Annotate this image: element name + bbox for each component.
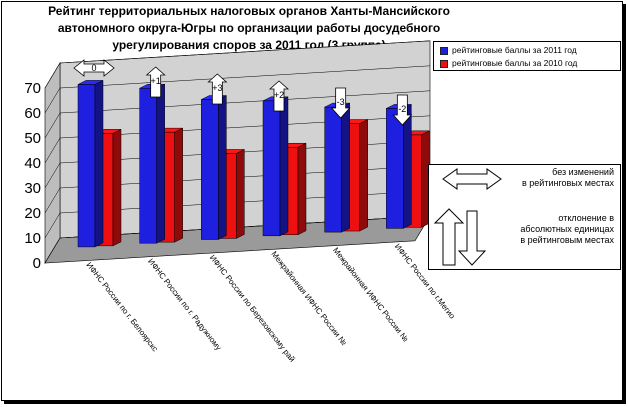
legend-item-2011: рейтинговые баллы за 2011 год [440,44,577,56]
gridline [59,140,431,164]
bar-2011 [324,102,350,233]
chart-border [1,1,623,401]
gridline [59,40,431,64]
title-line-1: Рейтинг территориальных налоговых органо… [48,4,450,18]
gridline-side [44,62,61,89]
legend-label-2010: рейтинговые баллы за 2010 год [452,58,578,68]
bar-2011 [386,104,412,229]
gridline-side [44,137,61,164]
y-tick-label: 20 [24,205,41,222]
legend-swatch-2010 [440,59,448,68]
y-tick-label: 50 [24,130,41,147]
gridline-side [44,87,61,114]
gridline [59,90,431,114]
rank-change-label: -2 [398,104,406,114]
arrow-up-icon [268,80,290,112]
arrow-down-icon [457,210,487,266]
gridline [59,190,431,214]
bar-2011 [262,96,289,237]
arrow-up-icon [145,66,166,98]
explanation-arrows [433,168,502,266]
category-label: ИФНС России по г. Радужному [146,257,223,352]
arrow-up-icon [433,208,465,266]
category-label: ИФНС России по г. Белоярскс [84,261,159,354]
double-arrow-icon [73,59,115,77]
gridline [59,65,431,89]
gridline-side [44,187,61,214]
bar-2011 [77,80,104,248]
bar-2011 [139,83,165,244]
rank-change-label: -3 [337,97,345,107]
title-line-2: автономного округа-Югры по организации р… [57,21,441,35]
legend: рейтинговые баллы за 2011 год рейтинговы… [433,41,621,71]
legend-label-2011: рейтинговые баллы за 2011 год [452,45,577,55]
gridline [59,115,431,139]
bar-2011 [201,95,227,240]
gridline-side [44,237,61,264]
rank-change-label: +1 [151,76,161,86]
explanation-box: без изменений в рейтинговых местах отклон… [428,164,621,270]
y-tick-label: 70 [24,80,41,97]
arrow-up-icon [207,73,228,105]
legend-item-2010: рейтинговые баллы за 2010 год [440,57,577,69]
y-tick-label: 0 [33,255,41,272]
legend-swatch-2011 [440,46,448,55]
y-tick-label: 60 [24,105,41,122]
rank-change-label: 0 [91,63,96,73]
rank-change-label: +2 [274,90,284,100]
double-arrow-horizontal-icon [442,168,502,190]
note-deviation: отклонение в абсолютных единицах в рейтинг… [520,213,614,245]
note-no-change: без изменений в рейтинговых местах [522,167,614,188]
gridline-side [44,112,61,139]
y-tick-label: 30 [24,180,41,197]
gridline-side [44,162,61,189]
category-label: Межрайонная ИФНС России № [331,246,410,344]
y-tick-label: 10 [24,230,41,247]
y-tick-label: 40 [24,155,41,172]
gridline [59,165,431,189]
category-label: Межрайонная ИФНС России № [269,250,348,348]
gridline [59,215,431,239]
arrow-down-icon [392,94,413,126]
arrow-down-icon [330,87,351,119]
rank-change-label: +3 [212,83,222,93]
side-wall [44,61,61,265]
gridline-side [44,212,61,239]
